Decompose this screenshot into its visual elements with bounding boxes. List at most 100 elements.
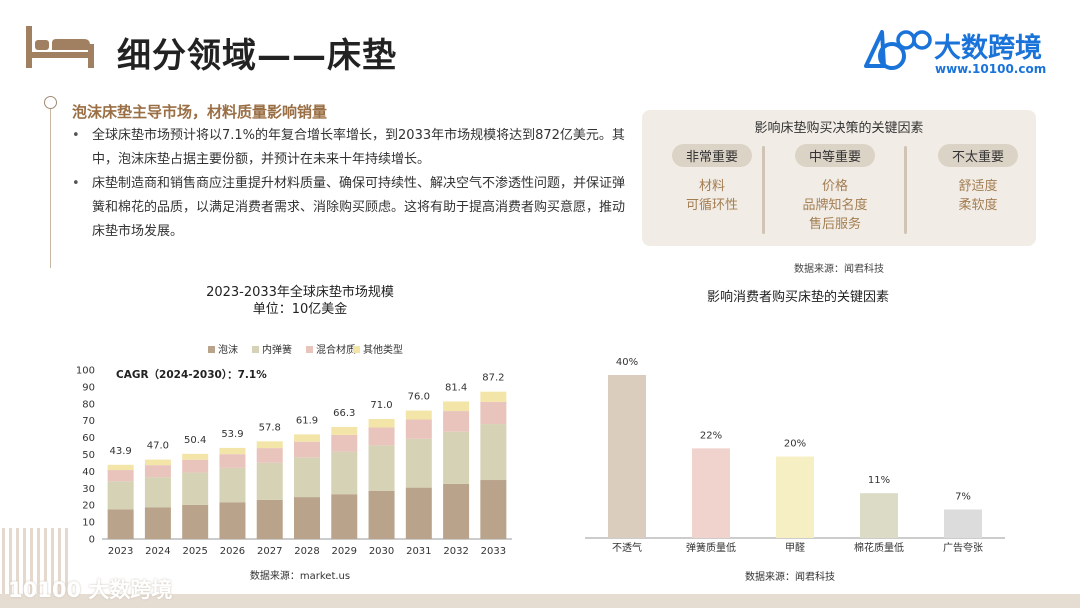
timeline-dot: [44, 96, 57, 109]
y-tick-label: 80: [82, 399, 95, 410]
factor-item: 品牌知名度: [802, 198, 868, 213]
factor-bar: [860, 493, 898, 538]
bar-segment: [294, 497, 320, 539]
market-size-chart: 2023-2033年全球床垫市场规模 单位：10亿美金 泡沫 内弹簧 混合材质 其他类…: [76, 284, 512, 582]
y-tick-label: 30: [82, 484, 95, 495]
bar-segment: [144, 477, 171, 508]
legend-label: 其他类型: [363, 343, 403, 356]
purchase-factor-chart: 影响消费者购买床垫的关键因素 40% 不透气 22% 弹簧质量低 20% 甲醛 11% 棉花质…: [585, 289, 1005, 583]
y-tick-label: 50: [82, 450, 95, 461]
x-tick-label: 2031: [406, 546, 431, 557]
timeline-line: [50, 108, 51, 268]
bar-segment: [368, 445, 395, 492]
legend-swatch: [252, 346, 259, 353]
y-tick-label: 60: [82, 433, 95, 444]
bar-segment: [294, 434, 320, 442]
factor-column-medium-important: 中等重要 价格 品牌知名度 售后服务: [780, 144, 890, 234]
bar-segment: [182, 453, 209, 460]
factor-pill: 不太重要: [937, 144, 1018, 167]
legend-label: 内弹簧: [262, 343, 292, 356]
bar-segment: [219, 454, 246, 468]
factor-pill: 非常重要: [671, 144, 752, 167]
bar-segment: [182, 472, 209, 505]
bar-segment: [219, 502, 246, 539]
total-label: 47.0: [147, 441, 169, 452]
total-label: 81.4: [445, 382, 467, 393]
x-tick-label: 2029: [332, 546, 357, 557]
x-tick-label: 2032: [443, 546, 468, 557]
brand-name: 大数跨境: [934, 33, 1042, 64]
brand-logo-icon: [864, 30, 932, 70]
y-tick-label: 20: [82, 501, 95, 512]
section-subtitle: 泡沫床垫主导市场，材料质量影响销量: [72, 103, 328, 121]
bar-segment: [443, 483, 470, 539]
bar-segment: [368, 427, 395, 446]
factor-item: 柔软度: [958, 198, 998, 213]
factor-pill: 中等重要: [794, 144, 875, 167]
x-tick-label: 2028: [294, 546, 319, 557]
factors-panel: 影响床垫购买决策的关键因素 非常重要 材料 可循环性 中等重要 价格 品牌知名度…: [642, 110, 1036, 246]
bar-segment: [107, 470, 134, 482]
y-tick-label: 70: [82, 416, 95, 427]
bar-segment: [294, 441, 320, 458]
x-tick-label: 广告夸张: [943, 541, 983, 554]
bar-segment: [256, 448, 283, 463]
footer-logo: 10100 大数跨境: [8, 578, 173, 602]
brand-url: www.10100.com: [935, 62, 1047, 76]
bar-segment: [443, 411, 470, 432]
x-tick-label: 2023: [108, 546, 133, 557]
bar-segment: [256, 499, 283, 539]
x-tick-label: 2024: [145, 546, 170, 557]
bar-segment: [107, 509, 134, 539]
bar-segment: [368, 491, 395, 539]
total-label: 87.2: [482, 373, 504, 384]
bar-segment: [182, 459, 209, 473]
x-tick-label: 弹簧质量低: [686, 541, 736, 554]
bar-segment: [294, 457, 320, 498]
bottom-band: [0, 594, 1080, 608]
total-label: 50.4: [184, 435, 206, 446]
bullet-item: 全球床垫市场预计将以7.1%的年复合增长率增长，到2033年市场规模将达到872…: [70, 124, 625, 172]
value-label: 20%: [784, 439, 806, 450]
bar-segment: [144, 459, 171, 466]
bar-segment: [405, 438, 432, 488]
cagr-annotation: CAGR（2024-2030）：7.1%: [116, 368, 267, 381]
value-label: 11%: [868, 475, 890, 486]
total-label: 43.9: [110, 446, 132, 457]
bar-segment: [331, 434, 358, 452]
total-label: 71.0: [370, 400, 392, 411]
x-tick-label: 不透气: [612, 541, 642, 554]
bar-segment: [480, 401, 507, 425]
y-tick-label: 40: [82, 467, 95, 478]
bar-segment: [331, 494, 358, 539]
factor-column-less-important: 不太重要 舒适度 柔软度: [923, 144, 1033, 215]
panel-divider: [904, 146, 907, 234]
factor-item: 售后服务: [808, 217, 861, 232]
panel-title: 影响床垫购买决策的关键因素: [754, 121, 924, 136]
decorative-stripes: [2, 528, 68, 608]
bar-segment: [107, 481, 134, 510]
value-label: 7%: [955, 491, 971, 502]
x-tick-label: 2025: [182, 546, 207, 557]
bar-segment: [331, 451, 358, 495]
bar-segment: [144, 465, 171, 478]
bar-segment: [256, 462, 283, 500]
bar-segment: [368, 419, 395, 428]
legend-swatch: [353, 346, 360, 353]
bar-segment: [480, 480, 507, 539]
bar-segment: [405, 410, 432, 420]
y-tick-label: 90: [82, 382, 95, 393]
legend-swatch: [208, 346, 215, 353]
chart-title: 影响消费者购买床垫的关键因素: [707, 289, 889, 305]
total-label: 61.9: [296, 415, 318, 426]
x-tick-label: 2027: [257, 546, 282, 557]
x-tick-label: 2033: [481, 546, 506, 557]
bar-segment: [144, 507, 171, 539]
y-tick-label: 100: [76, 366, 95, 377]
factor-bar: [692, 448, 730, 538]
bar-segment: [331, 426, 358, 435]
factor-bar: [944, 509, 982, 538]
page-title: 细分领域——床垫: [117, 36, 397, 76]
bar-segment: [107, 464, 134, 471]
